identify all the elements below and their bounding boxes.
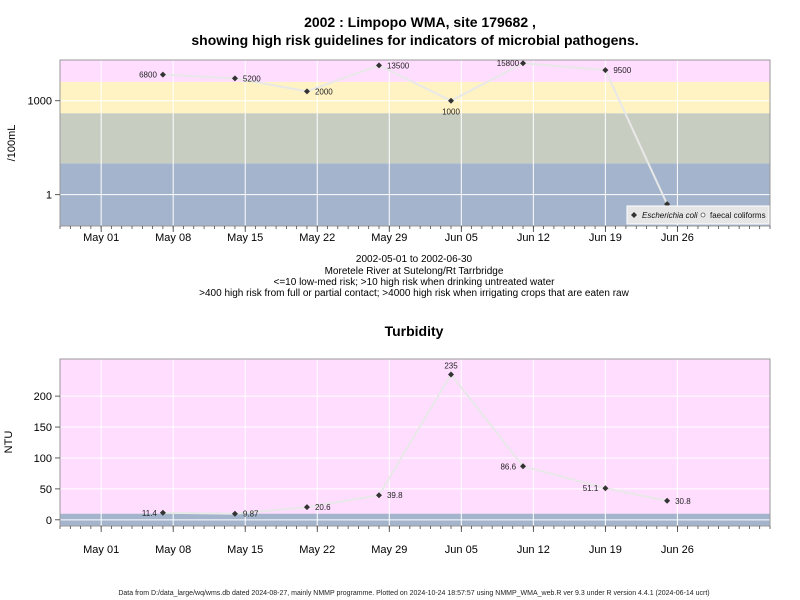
ecoli-data-label: 15800 bbox=[497, 59, 520, 68]
turbidity-data-point bbox=[520, 463, 527, 470]
turbidity-y-tick-label: 150 bbox=[34, 422, 52, 434]
turbidity-plot-frame bbox=[59, 358, 771, 527]
turbidity-panel: May 01 May 08 May 15 May 22 May 29 Jun 05 Jun … bbox=[3, 358, 771, 556]
ecoli-plot-frame bbox=[59, 59, 771, 227]
ecoli-data-label: 6800 bbox=[139, 71, 157, 80]
turbidity-y-tick-label: 200 bbox=[34, 391, 52, 403]
turbidity-x-tick-label: Jun 05 bbox=[445, 544, 478, 556]
turbidity-x-tick-label: May 01 bbox=[83, 544, 119, 556]
ecoli-x-tick-label: Jun 05 bbox=[445, 232, 478, 244]
ecoli-y-axis-label: /100mL bbox=[6, 125, 18, 162]
ecoli-x-tick-label: Jun 19 bbox=[589, 232, 622, 244]
ecoli-x-tick-label: Jun 26 bbox=[661, 232, 694, 244]
turbidity-y-tick-label: 50 bbox=[40, 484, 52, 496]
turbidity-x-tick-label: May 29 bbox=[371, 544, 407, 556]
turbidity-x-tick-label: Jun 12 bbox=[517, 544, 550, 556]
ecoli-data-point bbox=[303, 88, 310, 95]
turbidity-data-point bbox=[159, 509, 166, 516]
turbidity-y-axis-label: NTU bbox=[3, 431, 15, 454]
legend-label-faecal: faecal coliforms bbox=[710, 211, 766, 220]
ecoli-x-tick-label: Jun 12 bbox=[517, 232, 550, 244]
turbidity-x-tick-label: Jun 26 bbox=[661, 544, 694, 556]
ecoli-data-label: 5200 bbox=[243, 74, 261, 83]
turbidity-y-tick-label: 0 bbox=[46, 515, 52, 527]
ecoli-y-tick-label: 1 bbox=[46, 190, 52, 202]
legend-label-ecoli: Escherichia coli bbox=[642, 211, 698, 220]
ecoli-data-point bbox=[375, 62, 382, 69]
ecoli-x-tick-label: May 29 bbox=[371, 232, 407, 244]
turbidity-data-point bbox=[602, 485, 609, 492]
ecoli-risk-band bbox=[60, 113, 770, 164]
ecoli-risk-band bbox=[60, 81, 770, 114]
ecoli-x-tick-label: May 08 bbox=[155, 232, 191, 244]
turbidity-x-tick-label: May 15 bbox=[227, 544, 263, 556]
subtitle-date-range: 2002-05-01 to 2002-06-30 bbox=[356, 254, 473, 265]
ecoli-x-tick-label: May 15 bbox=[227, 232, 263, 244]
turbidity-data-point bbox=[303, 504, 310, 511]
turbidity-data-label: 11.4 bbox=[142, 509, 158, 518]
ecoli-panel: May 01 May 08 May 15 May 22 May 29 Jun 05 Jun … bbox=[6, 59, 771, 244]
ecoli-data-label: 2000 bbox=[315, 87, 333, 96]
turbidity-title: Turbidity bbox=[385, 323, 444, 339]
ecoli-data-point bbox=[520, 60, 527, 67]
turbidity-data-label: 39.8 bbox=[387, 491, 403, 500]
ecoli-x-tick-label: May 22 bbox=[299, 232, 335, 244]
chart-title-line1: 2002 : Limpopo WMA, site 179682 , bbox=[304, 14, 536, 30]
subtitle-guideline-drinking: <=10 low-med risk; >10 high risk when dr… bbox=[274, 277, 556, 288]
ecoli-x-tick-label: May 01 bbox=[83, 232, 119, 244]
ecoli-y-tick-label: 1000 bbox=[28, 96, 52, 108]
turbidity-data-label: 86.6 bbox=[500, 462, 516, 471]
legend-marker-ecoli bbox=[631, 212, 637, 218]
legend-marker-faecal bbox=[700, 212, 706, 218]
turbidity-data-point bbox=[375, 492, 382, 499]
ecoli-data-point bbox=[231, 75, 238, 82]
ecoli-data-point bbox=[448, 97, 455, 104]
ecoli-data-label: 9500 bbox=[613, 66, 631, 75]
turbidity-data-label: 235 bbox=[444, 361, 458, 370]
subtitle-guideline-contact: >400 high risk from full or partial cont… bbox=[199, 288, 629, 299]
ecoli-data-label: 1000 bbox=[442, 108, 460, 117]
turbidity-x-tick-label: May 22 bbox=[299, 544, 335, 556]
ecoli-series-line bbox=[162, 62, 669, 205]
turbidity-x-tick-label: May 08 bbox=[155, 544, 191, 556]
turbidity-y-tick-label: 100 bbox=[34, 453, 52, 465]
ecoli-data-point bbox=[602, 67, 609, 74]
turbidity-data-point bbox=[231, 510, 238, 517]
turbidity-data-label: 51.1 bbox=[583, 484, 599, 493]
turbidity-data-label: 30.8 bbox=[675, 497, 691, 506]
turbidity-series-line bbox=[162, 372, 668, 515]
ecoli-data-point bbox=[159, 71, 166, 78]
ecoli-data-label: 13500 bbox=[387, 61, 410, 70]
legend-box bbox=[626, 205, 770, 225]
footer-note: Data from D:/data_large/wq/wms.db dated … bbox=[118, 590, 709, 597]
chart-title-line2: showing high risk guidelines for indicat… bbox=[191, 32, 638, 48]
ecoli-risk-band bbox=[60, 60, 770, 82]
turbidity-data-point bbox=[664, 497, 671, 504]
turbidity-data-label: 9.87 bbox=[243, 510, 259, 519]
subtitle-river: Moretele River at Sutelong/Rt Tarrbridge bbox=[325, 266, 504, 277]
turbidity-data-label: 20.6 bbox=[315, 503, 331, 512]
turbidity-x-tick-label: Jun 19 bbox=[589, 544, 622, 556]
turbidity-data-point bbox=[448, 371, 455, 378]
